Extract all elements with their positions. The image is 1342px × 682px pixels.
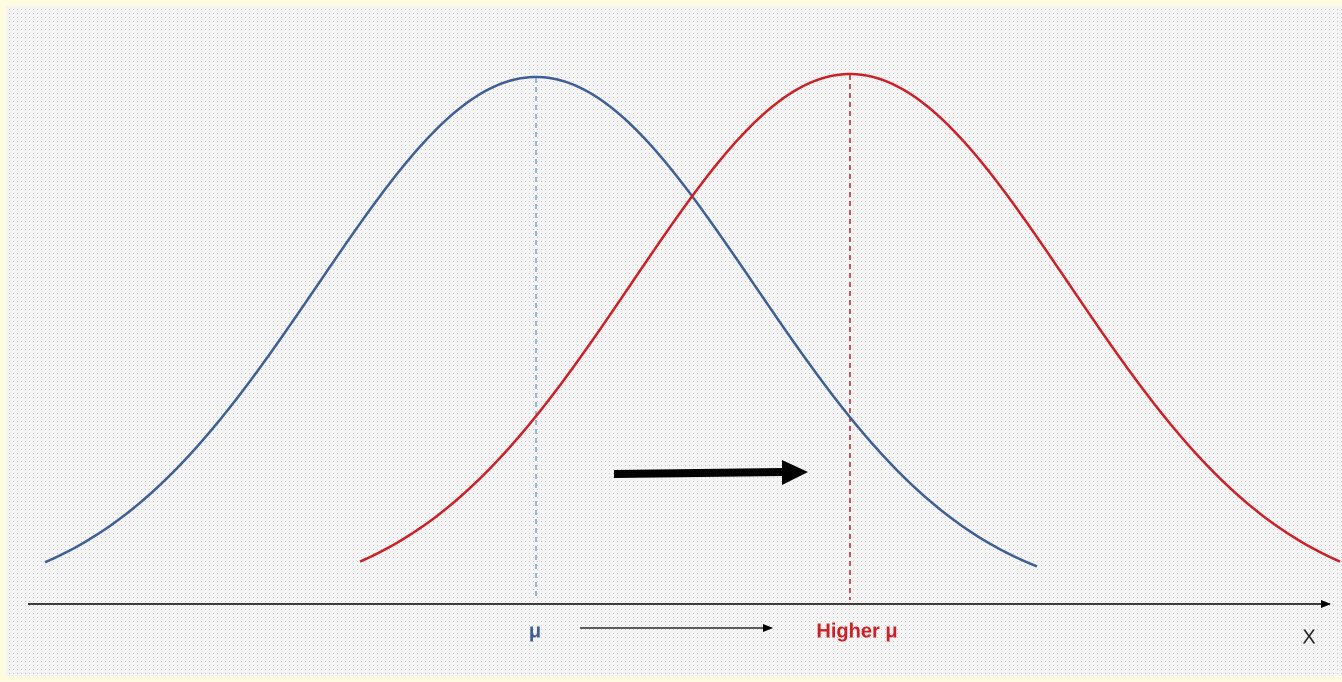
shift-arrow-shaft bbox=[613, 468, 785, 478]
mean-label: μ bbox=[529, 620, 541, 642]
higher-mean-label: Higher μ bbox=[816, 620, 897, 642]
blue-curve bbox=[44, 75, 1038, 568]
red-curve bbox=[359, 72, 1341, 563]
background bbox=[6, 6, 1342, 676]
axis-label: X bbox=[1302, 626, 1315, 648]
shift-arrow-head bbox=[782, 460, 808, 485]
